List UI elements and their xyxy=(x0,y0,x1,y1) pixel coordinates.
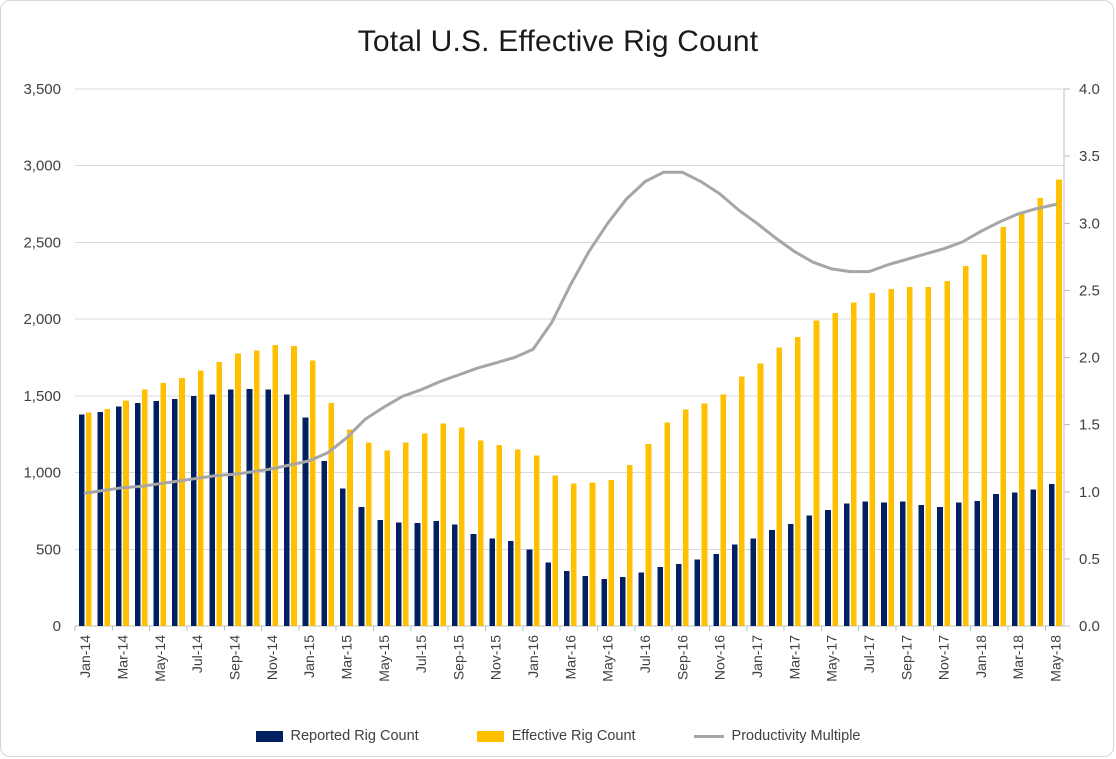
svg-text:3,500: 3,500 xyxy=(23,81,61,98)
svg-text:Nov-16: Nov-16 xyxy=(712,635,728,680)
svg-text:3.5: 3.5 xyxy=(1079,148,1100,165)
svg-text:Jul-17: Jul-17 xyxy=(861,635,877,673)
svg-text:Sep-15: Sep-15 xyxy=(450,635,466,680)
svg-text:Sep-17: Sep-17 xyxy=(898,635,914,680)
svg-text:2.0: 2.0 xyxy=(1079,350,1100,367)
chart-title: Total U.S. Effective Rig Count xyxy=(357,25,759,58)
legend-item-reported: Reported Rig Count xyxy=(255,728,419,744)
svg-text:3.0: 3.0 xyxy=(1079,215,1100,232)
svg-text:Mar-16: Mar-16 xyxy=(562,635,578,680)
svg-text:Mar-14: Mar-14 xyxy=(115,635,131,680)
svg-text:0.0: 0.0 xyxy=(1079,618,1100,635)
effective-rig-count-swatch xyxy=(476,730,504,742)
legend-label-effective: Effective Rig Count xyxy=(511,728,636,744)
svg-text:Jan-14: Jan-14 xyxy=(77,635,93,678)
svg-text:May-15: May-15 xyxy=(376,635,392,682)
svg-text:2,500: 2,500 xyxy=(23,234,61,251)
svg-text:3,000: 3,000 xyxy=(23,158,61,175)
svg-text:1.0: 1.0 xyxy=(1079,484,1100,501)
reported-rig-count-swatch xyxy=(255,730,283,742)
svg-text:Jan-16: Jan-16 xyxy=(525,635,541,678)
legend-item-productivity: Productivity Multiple xyxy=(693,728,861,744)
svg-text:Nov-14: Nov-14 xyxy=(264,635,280,680)
svg-text:Mar-15: Mar-15 xyxy=(338,635,354,680)
svg-text:May-14: May-14 xyxy=(152,635,168,682)
svg-text:Nov-17: Nov-17 xyxy=(936,635,952,680)
svg-text:Jul-15: Jul-15 xyxy=(413,635,429,673)
svg-text:500: 500 xyxy=(36,541,61,558)
svg-text:4.0: 4.0 xyxy=(1079,81,1100,98)
svg-text:0: 0 xyxy=(53,618,61,635)
productivity-multiple-line-swatch xyxy=(693,734,724,738)
svg-text:Nov-15: Nov-15 xyxy=(488,635,504,680)
legend-label-productivity: Productivity Multiple xyxy=(731,728,861,744)
legend: Reported Rig Count Effective Rig Count P… xyxy=(1,723,1113,749)
svg-text:Sep-16: Sep-16 xyxy=(674,635,690,680)
svg-text:2,000: 2,000 xyxy=(23,311,61,328)
svg-text:Jan-18: Jan-18 xyxy=(973,635,989,678)
svg-text:May-17: May-17 xyxy=(824,635,840,682)
svg-text:Mar-17: Mar-17 xyxy=(786,635,802,680)
svg-text:1,500: 1,500 xyxy=(23,388,61,405)
svg-text:1,000: 1,000 xyxy=(23,465,61,482)
svg-text:Sep-14: Sep-14 xyxy=(226,635,242,680)
svg-text:May-18: May-18 xyxy=(1048,635,1064,682)
legend-label-reported: Reported Rig Count xyxy=(290,728,419,744)
svg-text:2.5: 2.5 xyxy=(1079,282,1100,299)
svg-text:1.5: 1.5 xyxy=(1079,417,1100,434)
svg-text:Jul-14: Jul-14 xyxy=(189,635,205,673)
svg-text:Jul-16: Jul-16 xyxy=(637,635,653,673)
svg-text:Jan-15: Jan-15 xyxy=(301,635,317,678)
legend-item-effective: Effective Rig Count xyxy=(476,728,636,744)
svg-text:Jan-17: Jan-17 xyxy=(749,635,765,678)
svg-text:May-16: May-16 xyxy=(600,635,616,682)
svg-text:Mar-18: Mar-18 xyxy=(1010,635,1026,680)
svg-text:0.5: 0.5 xyxy=(1079,551,1100,568)
